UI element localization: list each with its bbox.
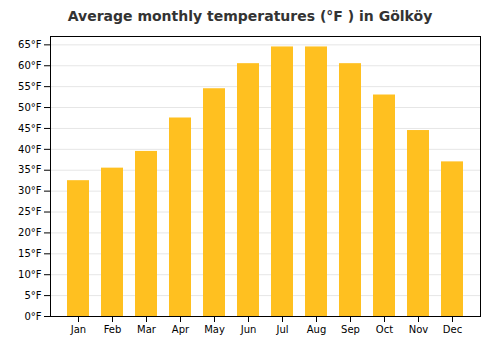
- svg-text:15°F: 15°F: [18, 248, 42, 259]
- svg-text:Nov: Nov: [409, 324, 429, 335]
- svg-text:45°F: 45°F: [18, 123, 42, 134]
- svg-text:10°F: 10°F: [18, 269, 42, 280]
- svg-text:20°F: 20°F: [18, 227, 42, 238]
- svg-text:Oct: Oct: [376, 324, 393, 335]
- svg-text:Feb: Feb: [104, 324, 122, 335]
- svg-text:55°F: 55°F: [18, 81, 42, 92]
- svg-text:60°F: 60°F: [18, 60, 42, 71]
- svg-text:25°F: 25°F: [18, 206, 42, 217]
- svg-text:30°F: 30°F: [18, 185, 42, 196]
- svg-text:65°F: 65°F: [18, 39, 42, 50]
- svg-text:Aug: Aug: [307, 324, 327, 335]
- svg-text:Jul: Jul: [275, 324, 288, 335]
- svg-text:Jun: Jun: [240, 324, 257, 335]
- html-text:Average monthly temperatures (: Average monthly temperatures (°F ) in Gö…: [67, 8, 433, 24]
- svg-text:0°F: 0°F: [24, 311, 41, 322]
- svg-text:May: May: [204, 324, 225, 335]
- svg-text:50°F: 50°F: [18, 102, 42, 113]
- svg-text:35°F: 35°F: [18, 164, 42, 175]
- svg-text:Mar: Mar: [137, 324, 157, 335]
- svg-text:Dec: Dec: [443, 324, 462, 335]
- svg-text:40°F: 40°F: [18, 144, 42, 155]
- svg-text:Jan: Jan: [70, 324, 86, 335]
- svg-text:Sep: Sep: [341, 324, 360, 335]
- svg-text:Apr: Apr: [172, 324, 190, 335]
- svg-text:5°F: 5°F: [24, 290, 41, 301]
